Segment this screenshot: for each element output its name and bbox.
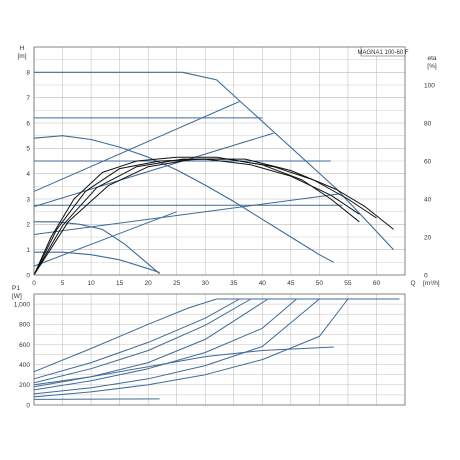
y-axis-unit: [m] [17,53,26,60]
title-box [360,46,406,57]
x-axis-unit: [m³/h] [423,280,440,287]
y-tick-label: 6 [26,120,30,127]
y2-axis-unit: [%] [427,63,437,70]
power-curve [33,298,400,373]
y2-tick-label: 80 [424,120,432,127]
p1-tick-label: 400 [19,362,30,369]
p1-tick-label: 1,000 [14,301,31,308]
head-curve [33,135,334,263]
power-curve [33,346,334,386]
bottom-plot-frame [33,293,406,406]
x-tick-label: 35 [230,280,238,287]
x-axis-label: Q [410,280,415,287]
p1-tick-label: 600 [19,342,30,349]
x-tick-label: 5 [61,280,65,287]
x-tick-label: 20 [145,280,153,287]
p1-tick-label: 200 [19,382,30,389]
power-curve [33,398,160,400]
y-tick-label: 5 [26,146,30,153]
y2-tick-label: 20 [424,234,432,241]
y-axis-label: H [20,45,25,52]
efficiency-curve [33,156,360,276]
x-tick-label: 55 [344,280,352,287]
x-tick-label: 25 [173,280,181,287]
p1-tick-label: 0 [26,402,30,409]
head-curve [34,71,395,251]
y-tick-label: 1 [26,247,30,254]
y2-tick-label: 100 [424,82,435,89]
x-tick-label: 30 [202,280,210,287]
efficiency-curve [33,158,360,276]
head-curve [34,251,160,274]
y2-tick-label: 60 [424,158,432,165]
y2-tick-label: 40 [424,196,432,203]
system-curve [33,132,274,208]
y-tick-label: 0 [26,272,30,279]
y-tick-label: 7 [26,95,30,102]
p1-axis-unit: [W] [12,293,22,300]
x-tick-label: 40 [259,280,267,287]
x-tick-label: 50 [316,280,324,287]
x-tick-label: 60 [373,280,381,287]
power-curve [33,298,400,380]
y2-axis-label: eta [427,55,436,62]
efficiency-curve [33,158,394,276]
p1-tick-label: 800 [19,322,30,329]
x-tick-label: 0 [32,280,36,287]
x-tick-label: 15 [116,280,124,287]
system-curve [33,193,340,235]
power-curve [33,298,400,395]
y-tick-label: 4 [26,171,30,178]
power-curve [33,298,400,398]
top-plot-frame [33,46,406,276]
chart-title: MAGNA1 100-60 F [357,50,408,56]
system-curve [33,101,240,192]
system-curve [33,211,177,267]
x-tick-label: 45 [287,280,295,287]
p1-axis-label: P1 [12,285,20,292]
y-tick-label: 8 [26,70,30,77]
x-tick-label: 10 [87,280,95,287]
y-tick-label: 3 [26,196,30,203]
y-tick-label: 2 [26,222,30,229]
power-curve [33,298,400,391]
y2-tick-label: 0 [424,272,428,279]
